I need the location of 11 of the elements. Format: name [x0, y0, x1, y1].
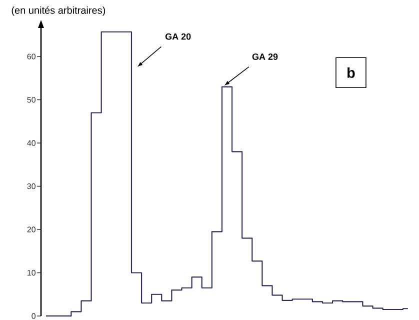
annotation: GA 29	[252, 54, 278, 60]
annotation: b	[348, 67, 355, 78]
y-tick-label: 50	[27, 96, 36, 103]
y-axis-title: (en unités arbitraires)	[12, 6, 106, 16]
y-tick-label: 10	[28, 270, 36, 276]
y-tick-label: 30	[27, 183, 36, 190]
y-tick-label: 20	[27, 226, 36, 232]
y-tick-label: 60	[27, 54, 36, 60]
annotation: GA 20	[165, 33, 191, 40]
y-tick-label: 40	[27, 140, 36, 146]
y-tick-label: 0	[32, 313, 36, 319]
